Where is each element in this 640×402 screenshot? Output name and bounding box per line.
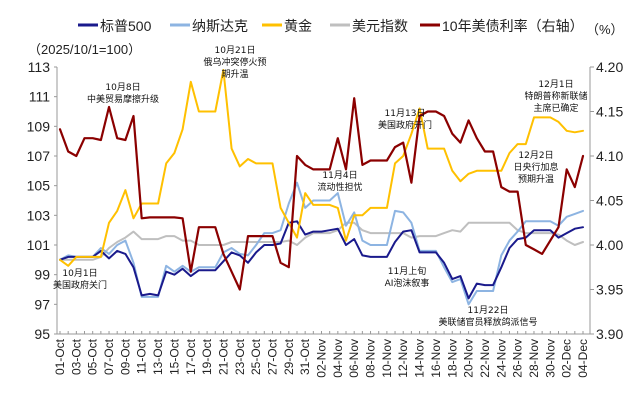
annotation-line: 12月2日 xyxy=(518,151,554,161)
x-tick-label: 10-Nov xyxy=(380,339,394,378)
right-tick-label: 4.00 xyxy=(596,237,623,253)
series-line-2 xyxy=(59,69,584,267)
annotation-line: 10月21日 xyxy=(214,46,256,56)
x-tick-label: 29-Oct xyxy=(282,338,296,375)
x-tick-label: 24-Nov xyxy=(494,339,508,378)
x-tick-label: 28-Nov xyxy=(527,339,541,378)
annotation-oct8: 10月8日中美贸易摩擦升级 xyxy=(87,82,159,106)
x-tick-label: 08-Nov xyxy=(364,339,378,378)
legend-label: 10年美债利率（右轴） xyxy=(442,18,584,34)
annotation-dec1: 12月1日特朗普称新联储 主席已确定 xyxy=(524,79,587,115)
series-line-3 xyxy=(59,221,584,261)
right-tick-label: 3.95 xyxy=(596,282,623,298)
annotation-line: 美国政府关门 xyxy=(52,281,108,291)
annotation-line: 期升温 xyxy=(221,70,249,80)
annotation-line: AI泡沫叙事 xyxy=(384,279,430,289)
annotation-line: 10月8日 xyxy=(105,83,141,93)
right-tick-label: 4.10 xyxy=(596,148,623,164)
left-tick-label: 103 xyxy=(27,207,51,223)
annotation-line: 美联储官员释放鸽派信号 xyxy=(438,318,538,328)
x-tick-label: 15-Oct xyxy=(167,338,181,375)
left-tick-label: 109 xyxy=(27,118,51,134)
annotation-line: 中美贸易摩擦升级 xyxy=(86,95,160,105)
x-tick-label: 04-Dec xyxy=(576,339,590,378)
x-tick-label: 03-Oct xyxy=(69,338,83,375)
x-tick-label: 22-Nov xyxy=(478,339,492,378)
annotation-line: 特朗普称新联储 xyxy=(524,92,588,102)
x-tick-label: 17-Oct xyxy=(184,338,198,375)
x-tick-label: 20-Nov xyxy=(462,339,476,378)
right-unit-label: （%） xyxy=(586,22,624,37)
annotation-oct21: 10月21日俄乌冲突停火预 期升温 xyxy=(203,45,266,81)
series-line-0 xyxy=(59,220,584,300)
legend-label: 黄金 xyxy=(284,18,312,34)
annotation-nov13: 11月13日 美国政府开门 xyxy=(378,108,432,132)
x-tick-label: 19-Oct xyxy=(200,338,214,375)
x-tick-label: 04-Nov xyxy=(331,339,345,378)
x-tick-label: 01-Oct xyxy=(53,338,67,375)
annotation-line: 10月1日 xyxy=(62,269,98,279)
annotation-line: 11月4日 xyxy=(322,171,358,181)
x-tick-label: 05-Oct xyxy=(86,338,100,375)
x-tick-label: 07-Oct xyxy=(102,338,116,375)
annotation-early-nov: 11月上旬 AI泡沫叙事 xyxy=(385,266,430,290)
left-tick-label: 101 xyxy=(27,237,51,253)
annotation-line: 日央行加息 xyxy=(513,163,559,173)
annotation-line: 11月13日 xyxy=(384,109,426,119)
x-tick-label: 14-Nov xyxy=(413,339,427,378)
legend-label: 美元指数 xyxy=(352,18,408,34)
left-tick-label: 99 xyxy=(34,267,50,283)
x-tick-label: 02-Dec xyxy=(560,339,574,378)
x-tick-label: 11-Oct xyxy=(135,338,149,374)
annotation-oct1: 10月1日美国政府关门 xyxy=(53,268,107,292)
x-tick-label: 16-Nov xyxy=(429,339,443,378)
left-unit-label: （2025/10/1=100） xyxy=(28,42,141,57)
x-tick-label: 23-Oct xyxy=(233,338,247,375)
x-tick-label: 02-Nov xyxy=(315,339,329,378)
x-tick-label: 18-Nov xyxy=(445,339,459,378)
left-tick-label: 95 xyxy=(34,326,50,342)
annotation-line: 流动性担忧 xyxy=(317,183,363,193)
x-tick-label: 30-Nov xyxy=(543,339,557,378)
annotation-dec2: 12月2日日央行加息预期升温 xyxy=(513,150,558,186)
x-tick-label: 26-Nov xyxy=(511,339,525,378)
right-tick-label: 4.20 xyxy=(596,59,623,75)
right-tick-label: 4.15 xyxy=(596,104,623,120)
x-tick-label: 31-Oct xyxy=(298,338,312,375)
annotation-line: 11月上旬 xyxy=(387,267,427,277)
legend-label: 标普500 xyxy=(100,18,152,34)
x-tick-label: 25-Oct xyxy=(249,338,263,375)
legend-label: 纳斯达克 xyxy=(192,18,248,34)
left-tick-label: 107 xyxy=(27,148,51,164)
x-tick-label: 27-Oct xyxy=(265,338,279,375)
annotation-line: 预期升温 xyxy=(517,175,555,185)
annotation-line: 美国政府开门 xyxy=(377,121,433,131)
annotation-line: 主席已确定 xyxy=(533,104,579,114)
annotation-nov4: 11月4日流动性担忧 xyxy=(317,170,362,194)
annotation-line: 俄乌冲突停火预 xyxy=(203,58,267,68)
annotation-line: 11月22日 xyxy=(467,306,509,316)
series-line-4 xyxy=(58,97,585,291)
x-tick-label: 13-Oct xyxy=(151,338,165,375)
x-tick-label: 21-Oct xyxy=(216,338,230,375)
x-tick-label: 06-Nov xyxy=(347,339,361,378)
left-tick-label: 111 xyxy=(29,89,50,105)
left-tick-label: 113 xyxy=(28,59,51,75)
annotation-line: 12月1日 xyxy=(538,80,574,90)
x-tick-label: 12-Nov xyxy=(396,339,410,378)
right-tick-label: 4.05 xyxy=(596,193,623,209)
left-tick-label: 97 xyxy=(34,296,50,312)
x-tick-label: 09-Oct xyxy=(118,338,132,375)
right-tick-label: 3.90 xyxy=(596,326,623,342)
annotation-nov22: 11月22日美联储官员释放鸽派信号 xyxy=(438,305,537,329)
left-tick-label: 105 xyxy=(27,178,51,194)
